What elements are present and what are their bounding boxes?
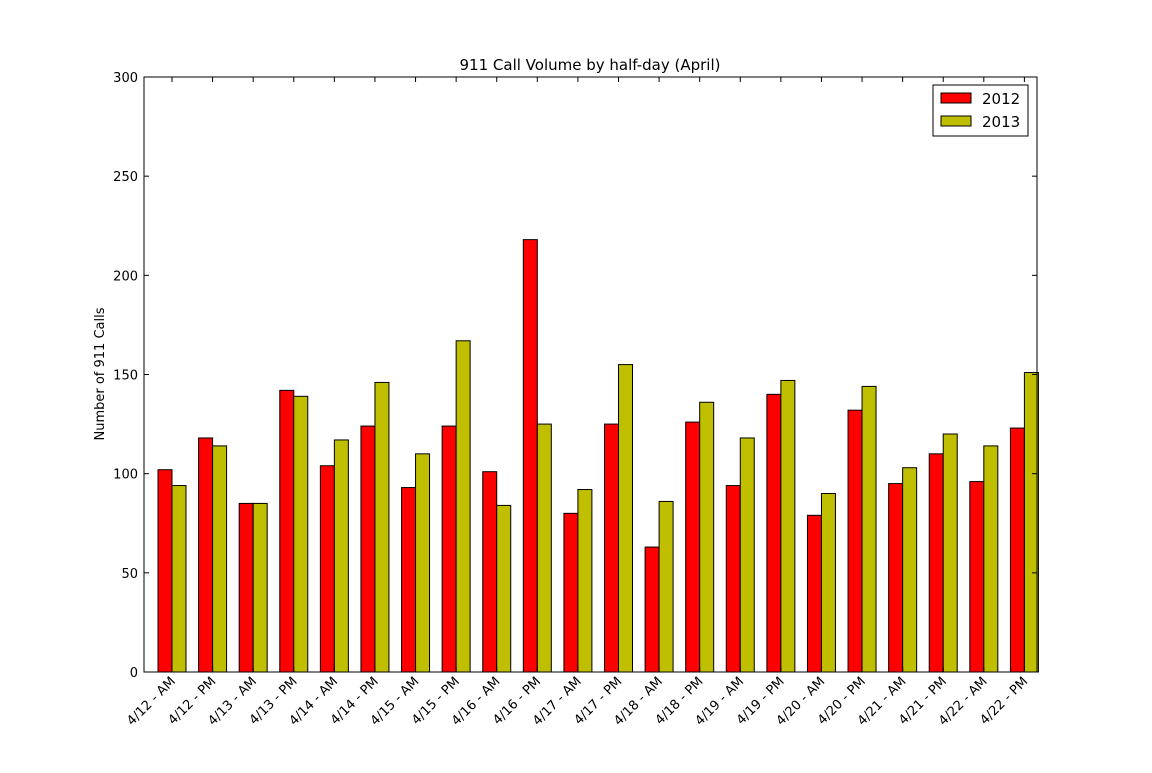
bar-2013-10 — [577, 489, 593, 673]
bar-2013-7 — [455, 340, 471, 673]
bar-2012-11 — [604, 423, 619, 673]
bar-2013-12 — [658, 500, 674, 673]
bar-2012-17 — [847, 409, 863, 673]
bar-2012-19 — [928, 453, 944, 673]
bar-2013-8 — [496, 504, 512, 673]
y-axis-label: Number of 911 Calls — [93, 307, 108, 440]
bar-2013-2 — [252, 502, 268, 673]
y-tick-label: 150 — [113, 369, 138, 384]
bar-2012-1 — [198, 437, 214, 673]
bars-group — [157, 239, 1039, 673]
bar-2013-9 — [536, 423, 552, 673]
bar-2013-13 — [699, 401, 715, 673]
bar-2012-10 — [563, 512, 579, 673]
bar-2012-12 — [644, 546, 660, 673]
bar-2013-5 — [374, 381, 390, 673]
bar-2013-17 — [861, 385, 877, 673]
bar-2012-9 — [522, 239, 538, 673]
legend-label-2012: 2012 — [982, 90, 1020, 108]
bar-2013-20 — [983, 445, 999, 673]
bar-2012-2 — [238, 502, 254, 673]
bar-2012-20 — [969, 481, 985, 673]
y-tick-label: 100 — [113, 468, 138, 483]
bar-2013-6 — [415, 453, 431, 673]
y-tick-label: 300 — [113, 71, 138, 86]
legend-swatch-2012 — [940, 92, 972, 104]
bar-2013-4 — [333, 439, 349, 673]
bar-2012-16 — [806, 514, 822, 673]
bar-2012-18 — [888, 483, 904, 673]
legend: 2012 2013 — [932, 84, 1029, 137]
bar-2013-1 — [212, 445, 228, 673]
y-tick-label: 200 — [113, 269, 138, 284]
bar-2012-0 — [157, 469, 173, 673]
bar-2013-11 — [618, 364, 633, 673]
bar-2013-15 — [780, 379, 796, 673]
bar-2012-5 — [360, 425, 376, 673]
y-tick-label: 250 — [113, 170, 138, 185]
bar-2012-8 — [482, 471, 498, 673]
bar-2013-0 — [171, 485, 187, 673]
bar-2013-18 — [902, 467, 918, 673]
bar-2012-6 — [401, 487, 417, 673]
bar-2012-3 — [279, 389, 295, 673]
bar-2013-14 — [739, 437, 755, 673]
y-tick-label: 50 — [121, 567, 138, 582]
y-tick-label: 0 — [130, 666, 138, 681]
bar-2012-14 — [725, 485, 741, 673]
bar-2013-16 — [820, 493, 836, 673]
bar-2013-19 — [942, 433, 958, 673]
bar-2013-3 — [293, 395, 309, 673]
chart-title: 911 Call Volume by half-day (April) — [460, 56, 721, 74]
bar-2012-4 — [319, 465, 335, 673]
bar-2012-7 — [441, 425, 457, 673]
bar-2012-13 — [685, 421, 701, 673]
legend-label-2013: 2013 — [982, 113, 1020, 131]
bar-2012-21 — [1009, 427, 1025, 673]
bar-2013-21 — [1023, 372, 1039, 673]
legend-swatch-2013 — [940, 115, 972, 127]
bar-2012-15 — [766, 393, 782, 673]
